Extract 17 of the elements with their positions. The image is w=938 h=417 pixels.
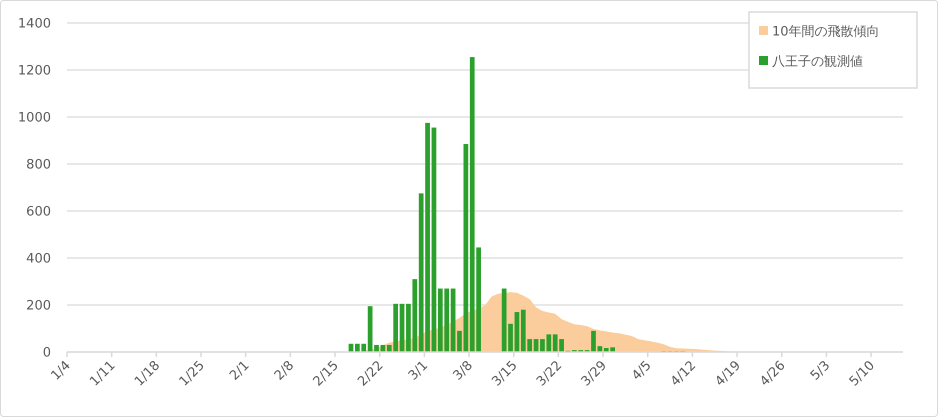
y-tick-label: 400 xyxy=(26,252,51,267)
y-tick-label: 600 xyxy=(26,204,51,220)
x-tick-label: 1/4 xyxy=(48,358,74,384)
y-tick-label: 1400 xyxy=(18,16,51,32)
y-tick-label: 1000 xyxy=(18,110,51,126)
y-tick-label: 0 xyxy=(42,346,51,361)
x-tick-label: 2/8 xyxy=(272,358,298,384)
legend-label: 10年間の飛散傾向 xyxy=(772,24,880,40)
y-tick-label: 1200 xyxy=(18,64,51,79)
y-tick-label: 200 xyxy=(26,298,51,314)
x-tick-label: 2/1 xyxy=(227,358,253,384)
x-tick-label: 4/5 xyxy=(629,358,655,384)
y-tick-label: 800 xyxy=(26,158,51,173)
legend-label: 八王子の観測値 xyxy=(772,54,863,70)
x-tick-label: 3/1 xyxy=(406,358,432,384)
x-tick-label: 5/3 xyxy=(808,358,834,384)
x-tick-label: 3/8 xyxy=(450,358,476,384)
